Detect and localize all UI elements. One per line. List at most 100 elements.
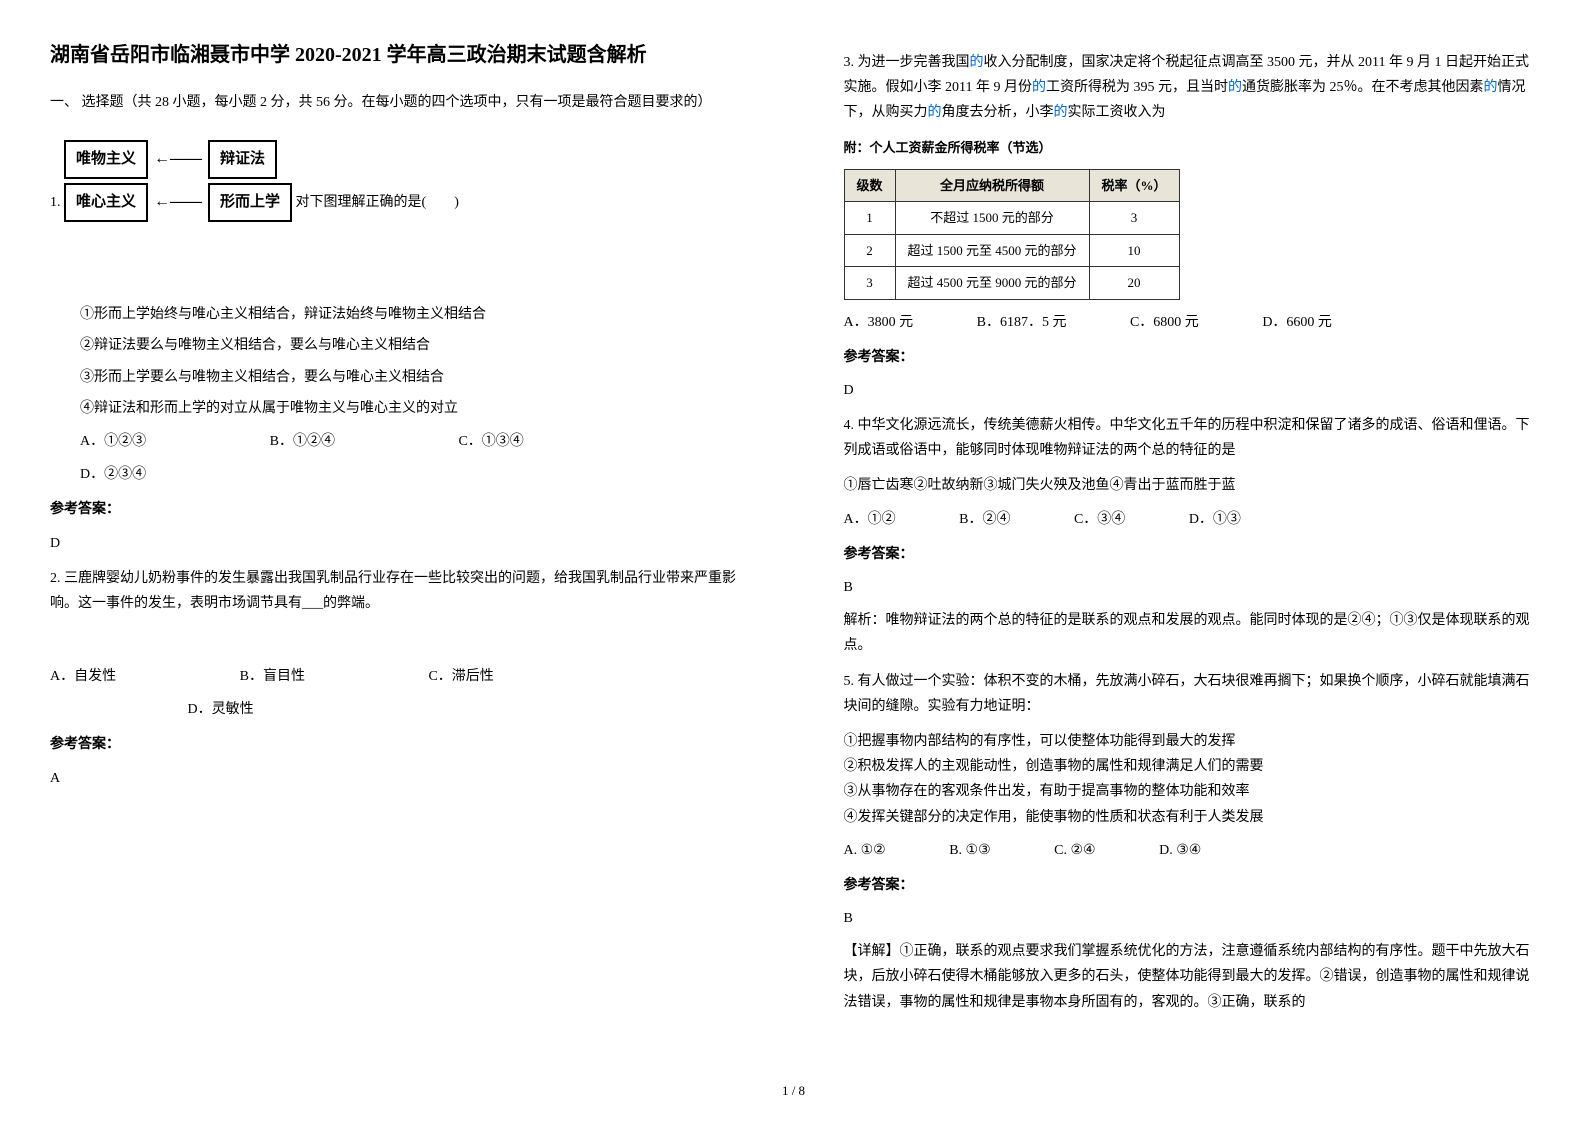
left-column: 湖南省岳阳市临湘聂市中学 2020-2021 学年高三政治期末试题含解析 一、 … xyxy=(0,0,794,1122)
spacer xyxy=(50,626,744,656)
q3-part: 通货膨胀率为 25％。在不考虑其他因素 xyxy=(1242,80,1484,95)
option-a: A．①② xyxy=(844,507,896,532)
answer-label: 参考答案： xyxy=(844,345,1538,370)
option-b: B．②④ xyxy=(959,507,1010,532)
option-c: C．③④ xyxy=(1074,507,1125,532)
q3-options: A．3800 元 B．6187．5 元 C．6800 元 D．6600 元 xyxy=(844,310,1538,335)
option-c: C．滞后性 xyxy=(428,669,493,684)
diagram-box: 唯心主义 xyxy=(64,183,148,222)
q3-part: 角度去分析，小李 xyxy=(942,105,1054,120)
answer-value: A xyxy=(50,766,744,791)
td: 10 xyxy=(1089,234,1179,266)
question-5: 5. 有人做过一个实验：体积不变的木桶，先放满小碎石，大石块很难再搁下；如果换个… xyxy=(844,669,1538,719)
q5-stmt: ①把握事物内部结构的有序性，可以使整体功能得到最大的发挥 xyxy=(844,729,1538,754)
link-text: 的 xyxy=(1228,80,1242,95)
q2-options-row2: 性 D．灵敏性 xyxy=(50,697,744,722)
td: 不超过 1500 元的部分 xyxy=(895,202,1089,234)
q3-part: 实际工资收入为 xyxy=(1068,105,1166,120)
q3-part: 工资所得税为 395 元，且当时 xyxy=(1046,80,1228,95)
option-a: A．自发性 xyxy=(50,664,116,689)
answer-value: B xyxy=(844,906,1538,931)
table-header-row: 级数 全月应纳税所得额 税率（%） xyxy=(844,169,1179,201)
diagram-box: 形而上学 xyxy=(208,183,292,222)
arrow-left-icon: ←—— xyxy=(148,188,208,217)
option-d: D．①③ xyxy=(1189,507,1241,532)
q5-stmt: ②积极发挥人的主观能动性，创造事物的属性和规律满足人们的需要 xyxy=(844,754,1538,779)
page-title: 湖南省岳阳市临湘聂市中学 2020-2021 学年高三政治期末试题含解析 xyxy=(50,40,744,70)
option-d: D．②③④ xyxy=(80,467,146,482)
q5-options: A. ①② B. ①③ C. ②④ D. ③④ xyxy=(844,838,1538,863)
tax-caption: 附：个人工资薪金所得税率（节选） xyxy=(844,136,1538,159)
q5-stmt: ④发挥关键部分的决定作用，能使事物的性质和状态有利于人类发展 xyxy=(844,805,1538,830)
arrow-left-icon: ←—— xyxy=(148,145,208,174)
answer-label: 参考答案： xyxy=(844,873,1538,898)
q4-stmts: ①唇亡齿寒②吐故纳新③城门失火殃及池鱼④青出于蓝而胜于蓝 xyxy=(844,473,1538,498)
option-b: B．6187．5 元 xyxy=(977,310,1067,335)
option-a: A．①②③ xyxy=(80,429,146,454)
q5-explain: 【详解】①正确，联系的观点要求我们掌握系统优化的方法，注意遵循系统内部结构的有序… xyxy=(844,939,1538,1015)
q5-stmt: ③从事物存在的客观条件出发，有助于提高事物的整体功能和效率 xyxy=(844,779,1538,804)
q4-options: A．①② B．②④ C．③④ D．①③ xyxy=(844,507,1538,532)
q1-stmt: ①形而上学始终与唯心主义相结合，辩证法始终与唯物主义相结合 xyxy=(80,302,744,327)
option-c: C．6800 元 xyxy=(1130,310,1199,335)
q3-part: 3. 为进一步完善我国 xyxy=(844,55,970,70)
q1-stmt: ②辩证法要么与唯物主义相结合，要么与唯心主义相结合 xyxy=(80,333,744,358)
question-1: 1. 唯物主义 ←—— 辩证法 唯心主义 ←—— 形而上学 对下图理解正确的是(… xyxy=(50,130,744,236)
td: 超过 1500 元至 4500 元的部分 xyxy=(895,234,1089,266)
answer-label: 参考答案： xyxy=(50,497,744,522)
answer-value: D xyxy=(50,531,744,556)
td: 1 xyxy=(844,202,895,234)
q1-stmt: ③形而上学要么与唯物主义相结合，要么与唯心主义相结合 xyxy=(80,365,744,390)
th: 级数 xyxy=(844,169,895,201)
diagram-row-top: 唯物主义 ←—— 辩证法 xyxy=(64,140,292,179)
q1-tail: 对下图理解正确的是( ) xyxy=(296,195,459,210)
option-b: B．盲目性 xyxy=(240,664,305,689)
answer-value: B xyxy=(844,575,1538,600)
spacer xyxy=(50,236,744,296)
th: 税率（%） xyxy=(1089,169,1179,201)
answer-label: 参考答案： xyxy=(844,542,1538,567)
option-d: D．6600 元 xyxy=(1262,310,1332,335)
link-text: 的 xyxy=(1483,80,1497,95)
table-row: 3 超过 4500 元至 9000 元的部分 20 xyxy=(844,267,1179,299)
option-a: A. ①② xyxy=(844,838,886,863)
q4-explain: 解析：唯物辩证法的两个总的特征的是联系的观点和发展的观点。能同时体现的是②④；①… xyxy=(844,608,1538,658)
link-text: 的 xyxy=(970,55,984,70)
question-3: 3. 为进一步完善我国的收入分配制度，国家决定将个税起征点调高至 3500 元，… xyxy=(844,50,1538,126)
diagram-row-bottom: 唯心主义 ←—— 形而上学 xyxy=(64,183,292,222)
td: 3 xyxy=(844,267,895,299)
td: 3 xyxy=(1089,202,1179,234)
th: 全月应纳税所得额 xyxy=(895,169,1089,201)
right-column: 3. 为进一步完善我国的收入分配制度，国家决定将个税起征点调高至 3500 元，… xyxy=(794,0,1587,1122)
section-header: 一、 选择题（共 28 小题，每小题 2 分，共 56 分。在每小题的四个选项中… xyxy=(50,90,744,115)
q1-stmt: ④辩证法和形而上学的对立从属于唯物主义与唯心主义的对立 xyxy=(80,396,744,421)
table-row: 2 超过 1500 元至 4500 元的部分 10 xyxy=(844,234,1179,266)
diagram-box: 唯物主义 xyxy=(64,140,148,179)
q1-diagram: 唯物主义 ←—— 辩证法 唯心主义 ←—— 形而上学 xyxy=(64,140,292,226)
link-text: 的 xyxy=(1032,80,1046,95)
answer-value: D xyxy=(844,378,1538,403)
table-row: 1 不超过 1500 元的部分 3 xyxy=(844,202,1179,234)
answer-label: 参考答案： xyxy=(50,732,744,757)
question-2: 2. 三鹿牌婴幼儿奶粉事件的发生暴露出我国乳制品行业存在一些比较突出的问题，给我… xyxy=(50,566,744,616)
option-b: B．①②④ xyxy=(270,429,335,454)
q1-num: 1. xyxy=(50,195,61,210)
q1-options: A．①②③ B．①②④ C．①③④ xyxy=(80,429,744,454)
option-c: C. ②④ xyxy=(1054,838,1095,863)
diagram-box: 辩证法 xyxy=(208,140,277,179)
link-text: 的 xyxy=(1054,105,1068,120)
page-number: 1 / 8 xyxy=(782,1079,805,1102)
q1-options-2: D．②③④ xyxy=(80,462,744,487)
option-c: C．①③④ xyxy=(458,429,523,454)
option-d: D．灵敏性 xyxy=(188,702,254,717)
option-b: B. ①③ xyxy=(949,838,990,863)
td: 超过 4500 元至 9000 元的部分 xyxy=(895,267,1089,299)
option-a: A．3800 元 xyxy=(844,310,914,335)
tax-table: 级数 全月应纳税所得额 税率（%） 1 不超过 1500 元的部分 3 2 超过… xyxy=(844,169,1180,300)
question-4: 4. 中华文化源远流长，传统美德薪火相传。中华文化五千年的历程中积淀和保留了诸多… xyxy=(844,413,1538,463)
q2-options-row1: A．自发性 B．盲目性 C．滞后性 xyxy=(50,664,744,689)
link-text: 的 xyxy=(928,105,942,120)
option-d: D. ③④ xyxy=(1159,838,1201,863)
td: 20 xyxy=(1089,267,1179,299)
td: 2 xyxy=(844,234,895,266)
